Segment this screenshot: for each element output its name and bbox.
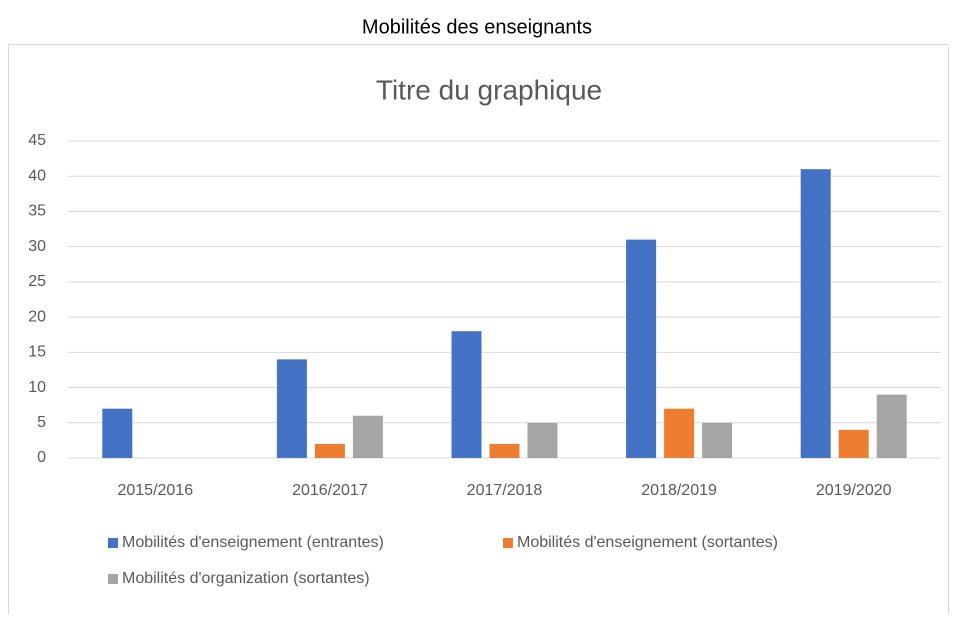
x-tick-label: 2015/2016 — [117, 482, 193, 499]
y-tick-label: 30 — [28, 238, 46, 255]
y-tick-label: 5 — [37, 414, 46, 431]
bar — [352, 415, 383, 458]
y-tick-label: 40 — [28, 167, 46, 184]
x-tick-label: 2019/2020 — [816, 482, 892, 499]
legend-label: Mobilités d'enseignement (sortantes) — [517, 534, 778, 551]
y-tick-label: 10 — [28, 379, 46, 396]
y-tick-label: 20 — [28, 308, 46, 325]
bar — [276, 359, 307, 458]
bar — [314, 443, 345, 458]
y-tick-label: 45 — [28, 132, 46, 149]
bar — [102, 408, 133, 458]
bar — [702, 422, 733, 458]
bar — [664, 408, 695, 458]
bar — [800, 169, 831, 458]
y-tick-label: 25 — [28, 273, 46, 290]
bar — [527, 422, 558, 458]
y-tick-label: 0 — [37, 449, 46, 466]
bar — [876, 394, 907, 458]
bar — [626, 239, 657, 458]
page-title: Mobilités des enseignants — [362, 16, 592, 38]
legend-swatch — [503, 538, 513, 548]
y-tick-label: 35 — [28, 203, 46, 220]
x-tick-label: 2017/2018 — [467, 482, 543, 499]
bar — [451, 331, 482, 458]
legend-label: Mobilités d'enseignement (entrantes) — [122, 534, 384, 551]
legend-swatch — [108, 538, 118, 548]
x-tick-label: 2016/2017 — [292, 482, 368, 499]
bar — [838, 429, 869, 458]
legend-label: Mobilités d'organization (sortantes) — [122, 570, 370, 587]
legend-swatch — [108, 574, 118, 584]
chart-title: Titre du graphique — [376, 74, 602, 105]
x-tick-label: 2018/2019 — [641, 482, 717, 499]
bar — [489, 443, 520, 458]
y-tick-label: 15 — [28, 344, 46, 361]
